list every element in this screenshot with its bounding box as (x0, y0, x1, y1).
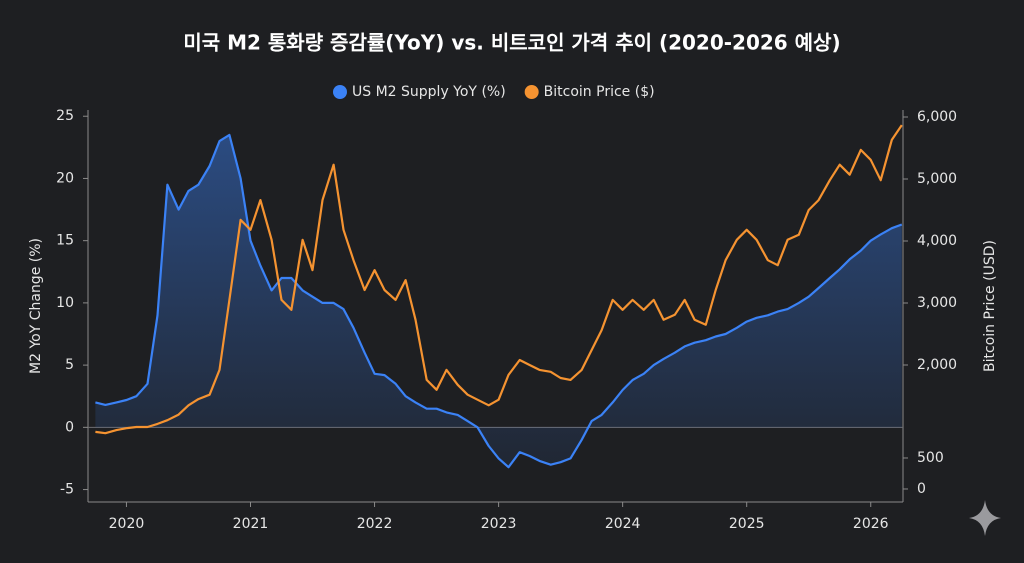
y-tick-label: 25 (56, 108, 74, 124)
y2-tick-label: 3,000 (917, 295, 957, 311)
y-axis-label: M2 YoY Change (%) (28, 238, 44, 374)
y-tick-label: 10 (56, 295, 74, 311)
legend-marker (524, 85, 539, 99)
chart-title: 미국 M2 통화량 증감률(YoY) vs. 비트코인 가격 추이 (2020-… (183, 31, 840, 55)
y2-tick-label: 6,000 (917, 109, 957, 125)
y2-tick-label: 2,000 (917, 357, 957, 373)
line (95, 124, 903, 435)
legend-label: Bitcoin Price ($) (544, 84, 655, 100)
x-tick-label: 2020 (109, 516, 145, 532)
x-tick-label: 2026 (853, 516, 889, 532)
y2-axis-label: Bitcoin Price (USD) (982, 240, 998, 372)
y2-tick-label: 500 (917, 450, 944, 466)
x-tick-label: 2025 (729, 516, 765, 532)
y2-tick-label: 5,000 (917, 171, 957, 187)
x-tick-label: 2022 (357, 516, 393, 532)
y-tick-label: 5 (65, 357, 74, 373)
legend-marker (333, 85, 347, 99)
y-tick-label: 0 (65, 419, 74, 435)
line (95, 133, 903, 469)
x-tick-label: 2024 (605, 516, 641, 532)
y2-tick-label: 4,000 (917, 233, 957, 249)
y-tick-label: -5 (60, 482, 74, 498)
area (95, 134, 902, 468)
y-tick-label: 20 (56, 170, 74, 186)
y-tick-label: 15 (56, 233, 74, 249)
x-tick-label: 2021 (233, 516, 269, 532)
watermark-icon (969, 500, 1001, 536)
legend-label: US M2 Supply YoY (%) (352, 84, 506, 100)
x-tick-label: 2023 (481, 516, 517, 532)
y2-tick-label: 0 (917, 481, 926, 497)
